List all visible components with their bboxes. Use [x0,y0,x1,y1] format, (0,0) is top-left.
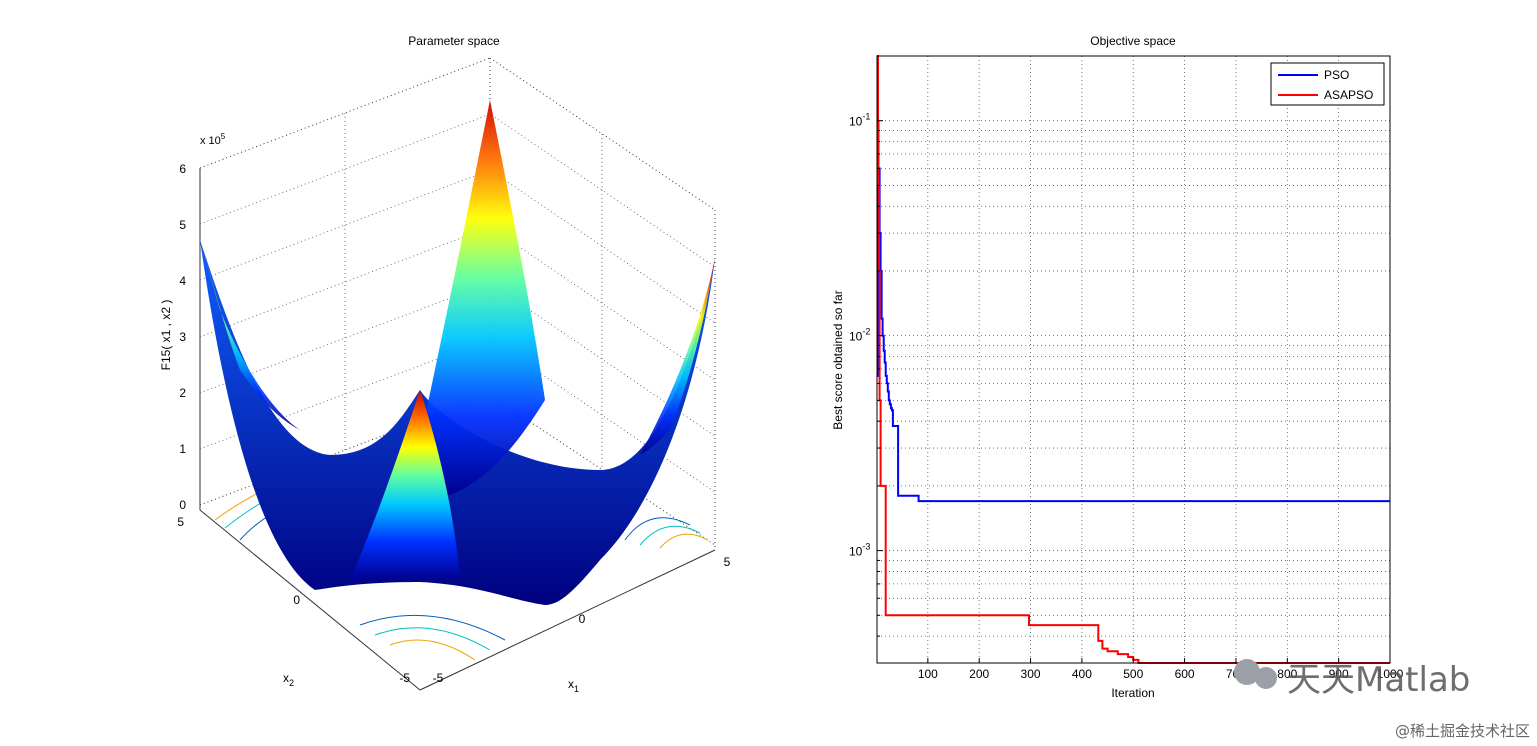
y-tick-label: 10-3 [849,542,870,559]
surface-mesh [200,100,715,605]
line-grid [877,55,1391,664]
x-tick-label: 1000 [1377,667,1404,681]
surface-z-ticks: 0 1 2 3 4 5 6 x 105 [179,132,225,512]
z-tick-label: 1 [179,442,186,456]
line-title: Objective space [1090,34,1176,48]
x1-label-base: x [568,677,574,691]
z-exponent-power: 5 [221,132,226,141]
legend-box [1270,62,1385,106]
x2-label-sub: 2 [289,678,294,688]
z-tick-label: 3 [179,330,186,344]
surface-z-grid [199,113,716,493]
y-tick-label: 10-1 [849,112,870,129]
line-plot-frame [876,55,1391,664]
x-tick-label: 500 [1123,667,1143,681]
x1-label-sub: 1 [574,684,579,694]
legend-label-asapso: ASAPSO [1324,88,1373,102]
series-line-pso [877,167,1390,503]
surface-x1-label: x1 [568,677,579,694]
z-tick-label: 5 [179,218,186,232]
y-tick-exp: -1 [862,112,870,122]
y-tick-base: 10 [849,330,863,344]
series-line-asapso [877,55,1390,664]
y-tick-base: 10 [849,545,863,559]
y-tick-exp: -2 [862,327,870,337]
x-tick-label: 800 [1277,667,1297,681]
z-tick-label: 4 [179,274,186,288]
line-ticks: 100200300400500600700800900100010-110-21… [849,55,1404,681]
watermark: 天天Matlab @稀土掘金技术社区 [1234,659,1530,740]
x2-tick-label: 5 [177,515,184,529]
x2-tick-label: -5 [399,671,410,685]
line-plot: Objective space 100200300400500600700800… [831,34,1404,700]
legend-label-pso: PSO [1324,68,1349,82]
y-tick-exp: -3 [862,542,870,552]
x1-tick-label: 0 [579,612,586,626]
line-y-label: Best score obtained so far [831,290,845,429]
surface-title: Parameter space [408,34,500,48]
wechat-logo-icon [1234,659,1260,685]
line-series [877,55,1390,664]
surface-z-label: F15( x1 , x2 ) [159,300,173,371]
line-x-label: Iteration [1111,686,1154,700]
x-tick-label: 300 [1021,667,1041,681]
x-tick-label: 400 [1072,667,1092,681]
surface-plot: Parameter space 0 1 [159,34,731,694]
x-tick-label: 900 [1329,667,1349,681]
x1-tick-label: -5 [433,671,444,685]
x-tick-label: 600 [1175,667,1195,681]
z-exponent-label: x 105 [200,132,226,147]
z-tick-label: 2 [179,386,186,400]
x2-tick-label: 0 [293,593,300,607]
x-tick-label: 100 [918,667,938,681]
wechat-logo-icon [1255,667,1277,689]
x-tick-label: 200 [969,667,989,681]
z-exponent-base: x 10 [200,135,221,147]
y-tick-label: 10-2 [849,327,870,344]
surface-x2-label: x2 [283,671,294,688]
surface-floor-ticks: 5 0 -5 -5 0 5 [177,515,730,685]
legend: PSO ASAPSO [1270,62,1385,106]
x2-label-base: x [283,671,289,685]
brand-watermark: 天天Matlab [1287,660,1470,700]
z-tick-label: 6 [179,162,186,176]
x1-tick-label: 5 [724,555,731,569]
z-tick-label: 0 [179,498,186,512]
y-tick-base: 10 [849,115,863,129]
community-watermark: @稀土掘金技术社区 [1395,722,1530,740]
